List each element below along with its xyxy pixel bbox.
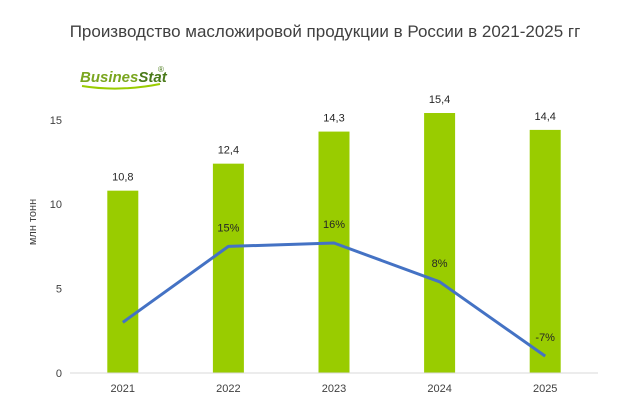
bars [107, 113, 561, 373]
logo-text-b: Stat [138, 69, 167, 86]
logo: BusinesStat ® [80, 65, 168, 90]
growth-label: 15% [217, 222, 239, 234]
growth-label: -7% [535, 332, 555, 344]
growth-label: 16% [323, 219, 345, 231]
logo-swoosh [81, 83, 161, 90]
bar [107, 190, 139, 373]
y-axis-label: млн тонн [27, 199, 39, 245]
bar [318, 131, 350, 373]
data-label: 15,4 [429, 94, 450, 106]
chart-title: Производство масложировой продукции в Ро… [70, 22, 581, 41]
data-label: 10,8 [112, 172, 133, 184]
value-labels: 10,8 12,4 14,3 15,4 14,4 [112, 94, 556, 184]
y-ticks: 0 5 10 15 [50, 115, 62, 380]
data-label: 14,3 [323, 113, 344, 125]
x-tick-label: 2023 [322, 383, 346, 395]
svg-text:BusinesStat: BusinesStat [80, 69, 168, 86]
y-tick-label: 15 [50, 115, 62, 127]
growth-line [121, 241, 547, 358]
x-ticks: 2021 2022 2023 2024 2025 [111, 383, 558, 395]
y-tick-label: 5 [56, 284, 62, 296]
y-tick-label: 10 [50, 199, 62, 211]
logo-mark: ® [158, 65, 164, 74]
data-label: 12,4 [218, 145, 239, 157]
x-tick-label: 2022 [216, 383, 240, 395]
x-tick-label: 2025 [533, 383, 557, 395]
bar [529, 129, 561, 373]
x-tick-label: 2021 [111, 383, 135, 395]
data-label: 14,4 [534, 111, 555, 123]
growth-labels: 15% 16% 8% -7% [217, 219, 555, 344]
x-tick-label: 2024 [427, 383, 451, 395]
growth-label: 8% [432, 258, 448, 270]
logo-text-a: Busines [80, 69, 138, 86]
bar [424, 113, 456, 373]
bar [212, 163, 244, 373]
y-tick-label: 0 [56, 368, 62, 380]
